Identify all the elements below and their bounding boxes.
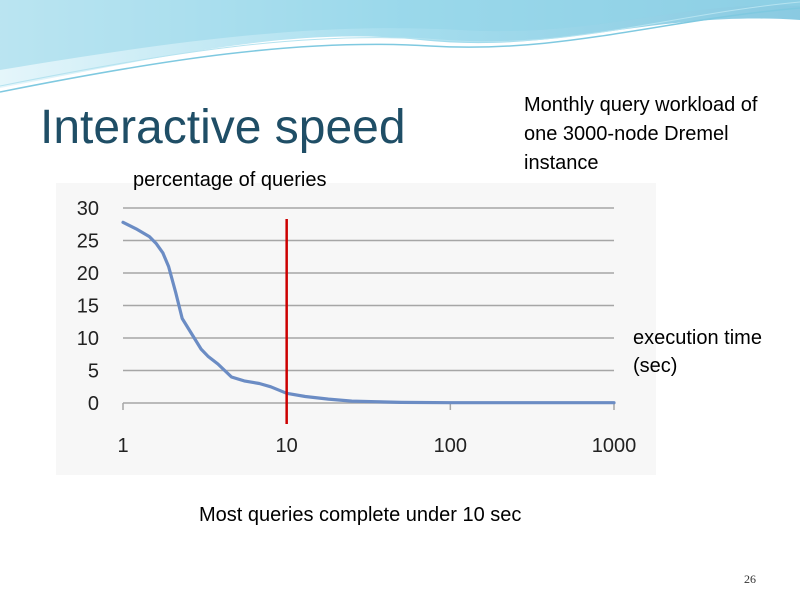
caption: Most queries complete under 10 sec — [199, 504, 522, 526]
slide-title: Interactive speed — [40, 101, 406, 154]
chart-panel — [56, 183, 656, 475]
y-axis-label: percentage of queries — [133, 169, 327, 191]
workload-note: Monthly query workload of one 3000-node … — [524, 94, 758, 174]
x-tick-label-10: 10 — [276, 435, 298, 457]
series-line — [121, 220, 616, 405]
x-axis-label: execution time (sec) — [633, 327, 762, 377]
decorative-wave-banner — [0, 0, 800, 93]
y-tick-label-5: 5 — [88, 361, 99, 383]
y-tick-label-15: 15 — [77, 296, 99, 318]
y-tick-label-30: 30 — [77, 198, 99, 220]
slide-number: 26 — [744, 572, 756, 586]
y-tick-label-10: 10 — [77, 328, 99, 350]
y-tick-label-20: 20 — [77, 263, 99, 285]
x-tick-label-100: 100 — [434, 435, 467, 457]
y-tick-label-25: 25 — [77, 231, 99, 253]
x-tick-label-1000: 1000 — [592, 435, 637, 457]
y-tick-label-0: 0 — [88, 393, 99, 415]
x-tick-label-1: 1 — [117, 435, 128, 457]
